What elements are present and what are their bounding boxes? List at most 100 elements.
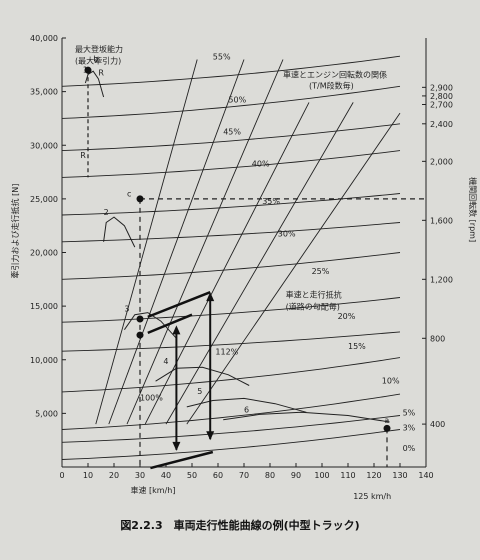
point-a — [383, 424, 391, 432]
grade-resistance-curve — [61, 415, 401, 443]
y-tick-label: 20,000 — [30, 249, 58, 258]
x-tick-label: 80 — [265, 471, 275, 480]
rpm-tick-label: 2,000 — [430, 157, 453, 166]
y-tick-label: 40,000 — [30, 34, 58, 43]
annotation-max-climb: 最大登坂能力 — [75, 44, 123, 54]
annotation-max-traction: (最大牽引力) — [75, 56, 121, 66]
traction-curve-gear1 — [84, 70, 105, 98]
rpm-tick-label: 2,700 — [430, 100, 453, 109]
x-tick-label: 10 — [83, 471, 93, 480]
grade-label: 20% — [338, 312, 356, 321]
annotation-112pct: 112% — [215, 347, 238, 356]
grade-resistance-curve — [61, 85, 401, 119]
point-gear3-b — [136, 331, 144, 339]
grade-resistance-curve — [61, 252, 401, 280]
y-tick-label: 30,000 — [30, 141, 58, 150]
x-tick-label: 110 — [340, 471, 355, 480]
rpm-tick-label: 400 — [430, 420, 445, 429]
annotation-tm-gears: (T/M段数毎) — [309, 80, 354, 90]
rpm-tick-label: 1,200 — [430, 275, 453, 284]
gear-rpm-line — [186, 112, 401, 425]
grade-resistance-curve — [61, 123, 401, 152]
traction-curve-gear4 — [155, 366, 250, 386]
annotation-125kmh: 125 km/h — [353, 492, 391, 501]
rpm-tick-label: 2,400 — [430, 120, 453, 129]
grade-label: 35% — [262, 197, 280, 206]
x-tick-label: 40 — [161, 471, 171, 480]
grade-label: 30% — [278, 229, 296, 238]
arrowhead-100-up — [172, 325, 181, 335]
bold-line-upper — [147, 291, 211, 319]
rpm-tick-label: 2,800 — [430, 92, 453, 101]
annotation-point-b: b — [93, 55, 98, 64]
gear-label: 4 — [163, 357, 168, 366]
annotation-point-c: c — [127, 190, 131, 199]
grade-label: 25% — [312, 267, 330, 276]
x-tick-label: 90 — [291, 471, 301, 480]
grade-label: 10% — [382, 376, 400, 385]
grade-label: 45% — [223, 128, 241, 137]
grade-resistance-curve — [61, 429, 401, 460]
grade-label: 55% — [213, 52, 231, 61]
y-axis-label-right: 機関回転数 [rpm] — [468, 177, 478, 242]
bold-line-lower — [150, 450, 214, 470]
point-c — [136, 195, 144, 203]
x-tick-label: 50 — [187, 471, 197, 480]
annotation-speed-engine: 車速とエンジン回転数の関係 — [283, 70, 387, 80]
y-tick-label: 25,000 — [30, 195, 58, 204]
gear-rpm-line — [108, 59, 245, 425]
chart-caption: 図2.2.3 車両走行性能曲線の例(中型トラック) — [120, 518, 359, 532]
x-tick-label: 120 — [366, 471, 381, 480]
grade-label: 3% — [403, 424, 416, 433]
y-tick-label: 10,000 — [30, 356, 58, 365]
annotation-R-upper: R — [98, 69, 104, 78]
rpm-tick-label: 2,900 — [430, 83, 453, 92]
gear-label: 5 — [197, 387, 202, 396]
x-tick-label: 70 — [239, 471, 249, 480]
grade-label: 0% — [403, 444, 416, 453]
x-tick-label: 60 — [213, 471, 223, 480]
y-tick-label: 15,000 — [30, 302, 58, 311]
grade-label: 40% — [252, 160, 270, 169]
traction-curve-gear5 — [186, 397, 307, 413]
annotation-speed-resistance: 車速と走行抵抗 — [286, 290, 342, 300]
annotation-100pct: 100% — [140, 394, 163, 403]
y-tick-label: 35,000 — [30, 88, 58, 97]
x-tick-label: 0 — [59, 471, 64, 480]
grade-label: 15% — [348, 342, 366, 351]
grade-resistance-curve — [61, 150, 401, 178]
grade-label: 5% — [403, 409, 416, 418]
gear-label: 3 — [124, 304, 129, 313]
bold-line-mid — [147, 313, 193, 335]
annotation-road-grade: (道路の勾配毎) — [286, 301, 340, 311]
grade-resistance-curve — [61, 393, 401, 430]
gear-label: 6 — [244, 405, 249, 414]
arrowhead-112-down — [206, 431, 215, 441]
x-tick-label: 30 — [135, 471, 145, 480]
arrowhead-100-down — [172, 441, 181, 451]
gear-rpm-line — [144, 102, 310, 425]
grade-resistance-curve — [61, 222, 401, 243]
x-tick-label: 20 — [109, 471, 119, 480]
point-gear3-a — [136, 315, 144, 323]
traction-curve-gear3 — [123, 312, 177, 339]
grade-resistance-curve — [61, 331, 401, 352]
rpm-tick-label: 800 — [430, 334, 445, 343]
gear-rpm-line — [165, 102, 354, 425]
grade-resistance-curve — [61, 193, 401, 216]
rpm-tick-label: 1,600 — [430, 216, 453, 225]
y-tick-label: 5,000 — [35, 409, 58, 418]
traction-curve-gear2 — [103, 216, 136, 248]
arrowhead-112-up — [206, 292, 215, 302]
grade-resistance-curve — [61, 55, 401, 87]
annotation-R-lower: R — [80, 151, 86, 160]
point-b — [84, 66, 92, 74]
gear-label: 2 — [104, 208, 109, 217]
gear-rpm-line — [126, 59, 284, 425]
grade-resistance-curve — [61, 297, 401, 323]
x-tick-label: 130 — [392, 471, 407, 480]
x-tick-label: 140 — [418, 471, 433, 480]
gear-rpm-line — [95, 59, 198, 425]
